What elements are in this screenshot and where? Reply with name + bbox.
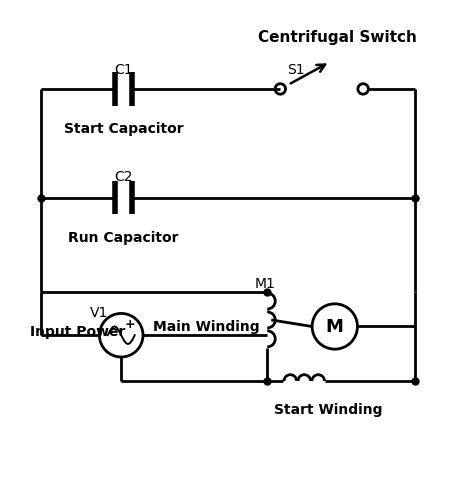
Text: C2: C2	[114, 170, 132, 184]
Text: Input Power: Input Power	[30, 324, 125, 338]
Text: M1: M1	[254, 276, 275, 290]
Text: Start Capacitor: Start Capacitor	[63, 122, 183, 136]
Text: +: +	[124, 317, 135, 330]
Text: V1: V1	[90, 305, 108, 319]
Text: S1: S1	[286, 63, 303, 77]
Text: C1: C1	[114, 63, 132, 77]
Text: Start Winding: Start Winding	[273, 403, 382, 416]
Text: Main Winding: Main Winding	[152, 320, 259, 334]
Text: Centrifugal Switch: Centrifugal Switch	[257, 30, 415, 45]
Text: M: M	[325, 318, 343, 336]
Text: Run Capacitor: Run Capacitor	[68, 231, 178, 244]
